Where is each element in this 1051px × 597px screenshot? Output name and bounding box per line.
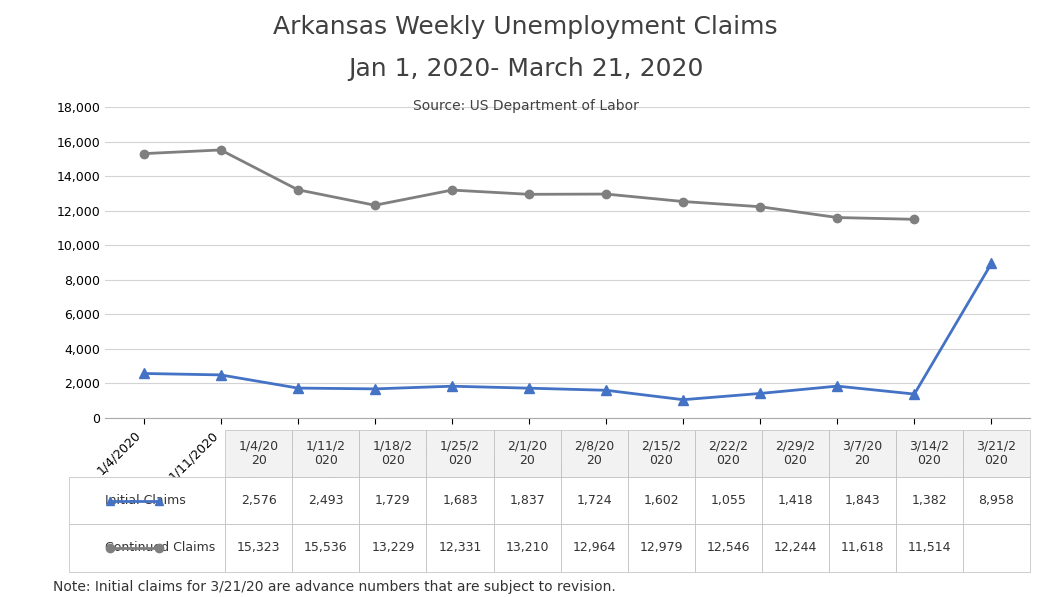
Text: Note: Initial claims for 3/21/20 are advance numbers that are subject to revisio: Note: Initial claims for 3/21/20 are adv… (53, 580, 615, 594)
Text: Arkansas Weekly Unemployment Claims: Arkansas Weekly Unemployment Claims (273, 15, 778, 39)
Text: Jan 1, 2020- March 21, 2020: Jan 1, 2020- March 21, 2020 (348, 57, 703, 81)
Text: Source: US Department of Labor: Source: US Department of Labor (413, 99, 638, 112)
